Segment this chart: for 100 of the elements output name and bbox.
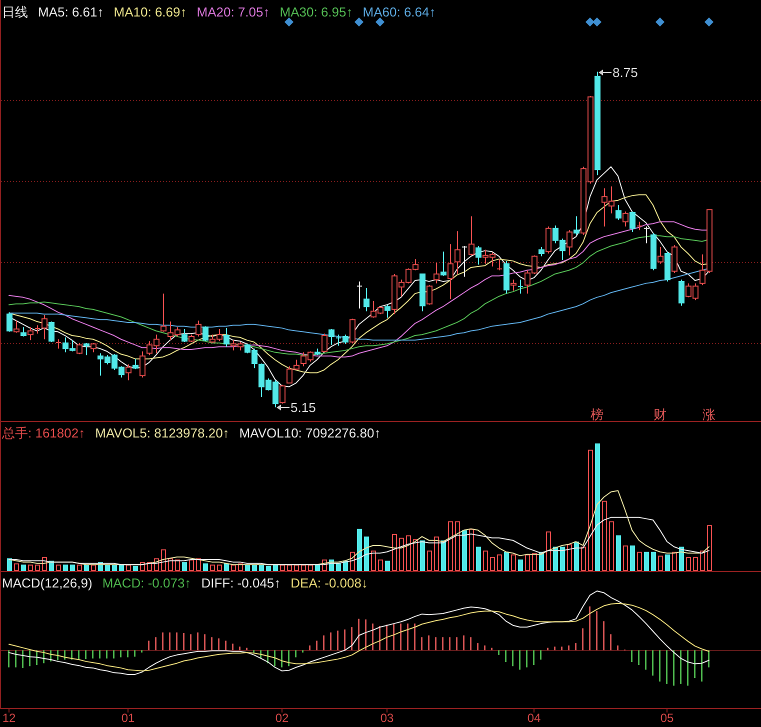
bar [84, 564, 89, 571]
candlestick [224, 328, 230, 348]
bar [364, 536, 369, 571]
bar [658, 556, 663, 571]
bar [238, 563, 243, 571]
bar [266, 566, 271, 571]
bar [406, 535, 411, 571]
bar [700, 550, 705, 571]
text: MA10: 6.69↑ [114, 4, 187, 20]
candlestick [126, 364, 132, 381]
x-tick-label: 02 [275, 711, 289, 726]
candlestick [20, 326, 26, 337]
candlestick [434, 262, 440, 284]
annotation: 财 [654, 406, 666, 422]
x-tick-label: 12 [2, 711, 16, 726]
annotation: 榜 [590, 406, 604, 422]
x-tick-label: 03 [380, 711, 394, 726]
bar [602, 500, 607, 571]
bar [532, 553, 537, 571]
bar [553, 546, 558, 571]
bar [56, 564, 61, 571]
text: DIFF: -0.045↑ [201, 576, 281, 591]
candlestick [476, 246, 482, 266]
candlestick [454, 230, 460, 274]
bar [609, 521, 614, 571]
bar [7, 558, 12, 571]
bar [462, 530, 467, 571]
candlestick [538, 246, 544, 257]
candlestick [76, 342, 82, 355]
bar [672, 552, 677, 571]
candlestick [636, 221, 642, 231]
bar [357, 528, 362, 571]
candlestick [6, 312, 12, 332]
text: MA20: 7.05↑ [196, 4, 270, 20]
text: MA30: 6.95↑ [280, 4, 353, 20]
text: DEA: -0.008↓ [290, 576, 368, 591]
candlestick [566, 230, 572, 256]
bar [441, 540, 446, 571]
chart-title: MACD(12,26,9) [2, 576, 92, 591]
bar [567, 544, 572, 571]
annotation: 涨 [702, 406, 716, 422]
candlestick [630, 211, 636, 233]
bar [70, 564, 75, 571]
bar [707, 525, 712, 571]
bar [371, 550, 376, 571]
candlestick [328, 328, 334, 346]
annotation: 5.15 [290, 400, 316, 416]
bar [119, 564, 124, 571]
candlestick [518, 279, 524, 294]
candlestick [28, 326, 34, 341]
candlestick [202, 326, 208, 342]
annotation: 8.75 [612, 65, 638, 80]
bar [322, 560, 327, 571]
candlestick [546, 226, 552, 254]
chart-title: 日线 [2, 4, 28, 20]
bar [385, 560, 390, 571]
candlestick [672, 244, 678, 274]
bar [651, 552, 656, 571]
bar [637, 552, 642, 571]
bar [623, 545, 628, 571]
bar [196, 558, 201, 571]
candlestick [196, 320, 202, 337]
bar [217, 564, 222, 571]
bar [616, 535, 621, 571]
bar [518, 560, 523, 571]
bar [511, 554, 516, 571]
bar [497, 554, 502, 571]
bar [693, 556, 698, 571]
bar [259, 564, 264, 571]
bar [581, 546, 586, 571]
candlestick [322, 333, 328, 353]
bar [560, 546, 565, 571]
bar [413, 539, 418, 571]
bar [161, 549, 166, 571]
candlestick [364, 287, 370, 312]
bar [126, 564, 131, 571]
x-tick-label: 01 [121, 711, 135, 726]
candlestick [510, 279, 516, 292]
candlestick [448, 244, 454, 300]
bar [189, 560, 194, 571]
candlestick [14, 320, 20, 334]
candlestick [56, 338, 62, 350]
bar [588, 450, 593, 571]
bar [455, 521, 460, 571]
candlestick [574, 216, 580, 236]
candlestick [426, 284, 432, 306]
bar [252, 564, 257, 571]
bar [14, 563, 19, 571]
bar [210, 564, 215, 571]
bar [686, 556, 691, 571]
bar [224, 563, 229, 571]
bar [399, 538, 404, 571]
candlestick [496, 258, 502, 271]
text: MAVOL10: 7092276.80↑ [239, 426, 381, 441]
bar [42, 556, 47, 571]
candlestick [182, 328, 188, 343]
candlestick [160, 293, 166, 332]
candlestick [132, 358, 138, 370]
candlestick [314, 348, 320, 356]
bar [476, 546, 481, 571]
